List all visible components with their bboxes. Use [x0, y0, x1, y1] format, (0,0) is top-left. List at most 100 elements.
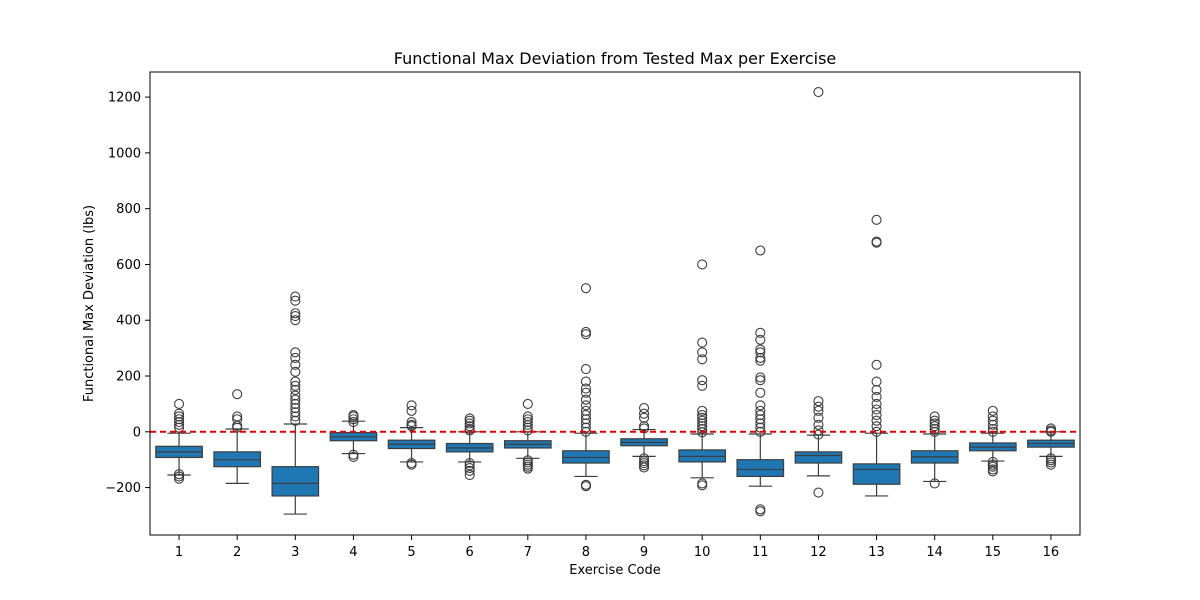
outlier-point	[697, 380, 708, 391]
outlier-point	[522, 414, 533, 425]
box-exercise-16	[1027, 423, 1075, 470]
outlier-point	[929, 423, 940, 435]
box-exercise-5	[387, 400, 436, 470]
outlier-point	[987, 459, 998, 470]
x-tick-label: 11	[752, 545, 769, 560]
outlier-point	[580, 405, 591, 416]
outlier-point	[406, 457, 417, 469]
outlier-point	[290, 380, 301, 391]
outlier-point	[464, 423, 475, 435]
outlier-point	[755, 375, 766, 386]
outlier-point	[290, 394, 301, 405]
outlier-point	[697, 375, 708, 386]
outlier-point	[813, 401, 824, 412]
outlier-point	[755, 347, 766, 358]
outlier-point	[290, 291, 301, 302]
outlier-point	[580, 326, 591, 337]
outlier-point	[755, 418, 766, 429]
box-exercise-13	[852, 214, 901, 497]
outlier-point	[464, 465, 475, 476]
x-tick-label: 6	[466, 545, 474, 560]
outlier-point	[697, 421, 708, 432]
outlier-point	[697, 405, 708, 416]
outlier-point	[697, 259, 708, 270]
box-exercise-14	[910, 411, 959, 489]
x-tick-label: 9	[640, 545, 648, 560]
outlier-point	[929, 421, 940, 432]
x-tick-label: 15	[985, 545, 1002, 560]
outlier-point	[522, 422, 533, 433]
outlier-point	[987, 405, 998, 416]
outlier-point	[697, 337, 708, 348]
outlier-point	[755, 405, 766, 416]
x-tick-label: 4	[349, 545, 357, 560]
outlier-point	[697, 478, 708, 489]
outlier-point	[755, 410, 766, 421]
outlier-point	[1045, 423, 1056, 434]
y-axis: −200 0 200 400 600 800 1000 1200	[105, 91, 150, 496]
outlier-point	[755, 372, 766, 383]
outlier-point	[813, 425, 824, 436]
outlier-point	[522, 416, 533, 428]
outlier-point	[290, 384, 301, 396]
outlier-point	[929, 415, 940, 426]
outlier-point	[1045, 453, 1056, 464]
x-axis-label: Exercise Code	[569, 563, 661, 578]
outlier-point	[174, 422, 185, 433]
outlier-point	[580, 479, 591, 490]
outlier-point	[697, 410, 708, 421]
box-exercise-12	[794, 87, 843, 498]
outlier-point	[232, 414, 243, 425]
outlier-point	[987, 464, 998, 475]
outlier-point	[929, 478, 940, 489]
outlier-point	[580, 363, 591, 375]
outlier-point	[755, 327, 766, 338]
outlier-point	[464, 463, 475, 474]
outlier-point	[290, 376, 301, 387]
outlier-point	[522, 425, 533, 436]
outlier-point	[871, 384, 882, 396]
outlier-point	[697, 354, 708, 365]
outlier-point	[580, 410, 591, 421]
iqr-box	[794, 451, 843, 464]
outlier-point	[174, 408, 185, 419]
chart-title: Functional Max Deviation from Tested Max…	[394, 49, 837, 68]
outlier-point	[755, 355, 766, 366]
outlier-point	[813, 487, 824, 498]
outlier-point	[871, 236, 882, 247]
outlier-point	[290, 359, 301, 370]
box-exercise-10	[678, 259, 727, 491]
outlier-point	[755, 352, 766, 363]
y-tick-label: 200	[116, 370, 141, 385]
outlier-point	[290, 347, 301, 358]
x-tick-label: 12	[810, 545, 827, 560]
box-exercise-15	[968, 405, 1017, 477]
outlier-point	[697, 423, 708, 435]
y-tick-label: 1200	[108, 91, 141, 106]
plot-frame	[149, 71, 1081, 536]
outlier-point	[871, 410, 882, 421]
box-exercise-2	[213, 389, 262, 485]
outlier-point	[464, 418, 475, 429]
y-axis-label: Functional Max Deviation (lbs)	[82, 205, 97, 402]
outlier-point	[871, 398, 882, 409]
y-tick-label: 600	[116, 258, 141, 273]
outlier-point	[871, 391, 882, 402]
outlier-point	[697, 415, 708, 426]
outlier-point	[580, 383, 591, 394]
x-tick-label: 10	[694, 545, 711, 560]
outlier-point	[580, 376, 591, 387]
iqr-box	[736, 459, 785, 478]
outlier-point	[755, 414, 766, 425]
outlier-point	[871, 376, 882, 387]
outlier-point	[987, 423, 998, 435]
outlier-point	[813, 396, 824, 407]
outlier-point	[580, 418, 591, 429]
outlier-point	[232, 389, 243, 400]
outlier-point	[697, 347, 708, 358]
outlier-point	[755, 400, 766, 411]
outlier-point	[755, 334, 766, 345]
outlier-point	[290, 295, 301, 306]
x-tick-label: 3	[291, 545, 299, 560]
box-exercise-4	[329, 410, 378, 462]
